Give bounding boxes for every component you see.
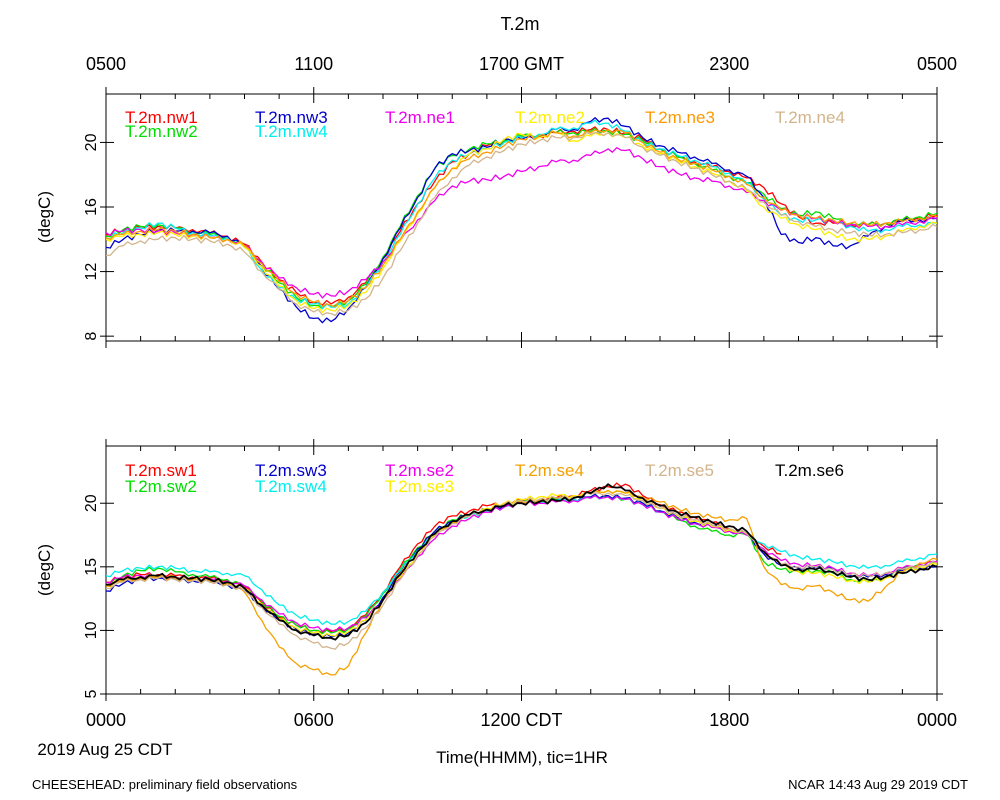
legend-item-T-2m-sw4: T.2m.sw4 [255,477,327,496]
series-line-T-2m-se5 [106,492,937,650]
series-line-T-2m-se2 [106,495,937,633]
series-line-T-2m-ne2 [106,130,937,313]
bottom-panel: (degC) 5 10 15 20 0000 0600 1200 CDT 1800 0000 T.… [35,439,957,730]
bottom-ylabel: (degC) [35,544,54,596]
series-line-T-2m-sw2 [106,494,937,635]
y-tick-label: 10 [83,621,100,639]
bottom-axis-label: 0000 [917,710,957,730]
series-line-T-2m-nw3 [106,117,937,324]
bottom-plot-frame [105,445,938,695]
figure-title: T.2m [500,14,539,34]
series-line-T-2m-nw1 [106,126,937,306]
y-tick-label: 16 [83,198,100,216]
date-label: 2019 Aug 25 CDT [37,740,172,759]
y-tick-label: 5 [83,689,100,698]
series-line-T-2m-sw4 [106,494,937,626]
legend-item-T-2m-sw3: T.2m.sw3 [255,461,327,480]
bottom-axis-label: 1800 [709,710,749,730]
footer-right: NCAR 14:43 Aug 29 2019 CDT [788,777,968,792]
series-line-T-2m-ne4 [106,131,937,317]
footer-left: CHEESEHEAD: preliminary field observatio… [32,777,298,792]
legend-item-T-2m-sw2: T.2m.sw2 [125,477,197,496]
top-axis-label: 0500 [917,54,957,74]
series-line-T-2m-sw1 [106,482,782,634]
top-axis-label: 1100 [294,54,333,74]
top-axis-label: 2300 [709,54,749,74]
series-line-T-2m-se6 [106,483,937,641]
legend-item-T-2m-se3: T.2m.se3 [385,477,454,496]
y-tick-label: 20 [83,494,100,512]
series-line-T-2m-ne3 [106,128,937,308]
legend-item-T-2m-ne3: T.2m.ne3 [645,108,715,127]
bottom-axis-label: 0000 [86,710,126,730]
y-tick-label: 20 [83,133,100,151]
top-axis-label: 0500 [86,54,126,74]
legend-item-T-2m-se6: T.2m.se6 [775,461,844,480]
legend-item-T-2m-ne2: T.2m.ne2 [515,108,585,127]
x-axis-label: Time(HHMM), tic=1HR [436,748,608,767]
legend-item-T-2m-sw1: T.2m.sw1 [125,461,197,480]
series-line-T-2m-se3 [106,489,937,638]
legend-item-T-2m-ne4: T.2m.ne4 [775,108,845,127]
top-panel: (degC) 8 12 16 20 0500 1100 1700 GMT 2300 0500 T.… [35,54,957,348]
legend-item-T-2m-ne1: T.2m.ne1 [385,108,455,127]
legend-item-T-2m-nw4: T.2m.nw4 [255,122,328,141]
bottom-axis-label: 0600 [294,710,334,730]
legend-item-T-2m-nw2: T.2m.nw2 [125,122,198,141]
y-tick-label: 15 [83,558,100,576]
y-tick-label: 12 [83,263,100,281]
top-axis-label: 1700 GMT [479,54,564,74]
legend-item-T-2m-nw3: T.2m.nw3 [255,108,328,127]
legend-item-T-2m-se5: T.2m.se5 [645,461,714,480]
series-line-T-2m-se4 [106,489,937,676]
top-ylabel: (degC) [35,191,54,243]
legend-item-T-2m-se2: T.2m.se2 [385,461,454,480]
series-line-T-2m-ne1 [106,147,937,299]
legend-item-T-2m-nw1: T.2m.nw1 [125,108,198,127]
legend-item-T-2m-se4: T.2m.se4 [515,461,584,480]
bottom-axis-label: 1200 CDT [480,710,562,730]
y-tick-label: 8 [83,332,100,341]
